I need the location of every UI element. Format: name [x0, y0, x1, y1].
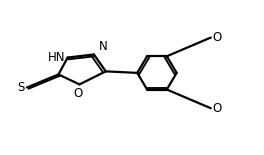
Text: N: N — [99, 40, 108, 53]
Text: O: O — [212, 31, 221, 44]
Text: S: S — [17, 81, 24, 94]
Text: HN: HN — [48, 51, 65, 64]
Text: O: O — [74, 87, 83, 100]
Text: O: O — [212, 102, 221, 115]
